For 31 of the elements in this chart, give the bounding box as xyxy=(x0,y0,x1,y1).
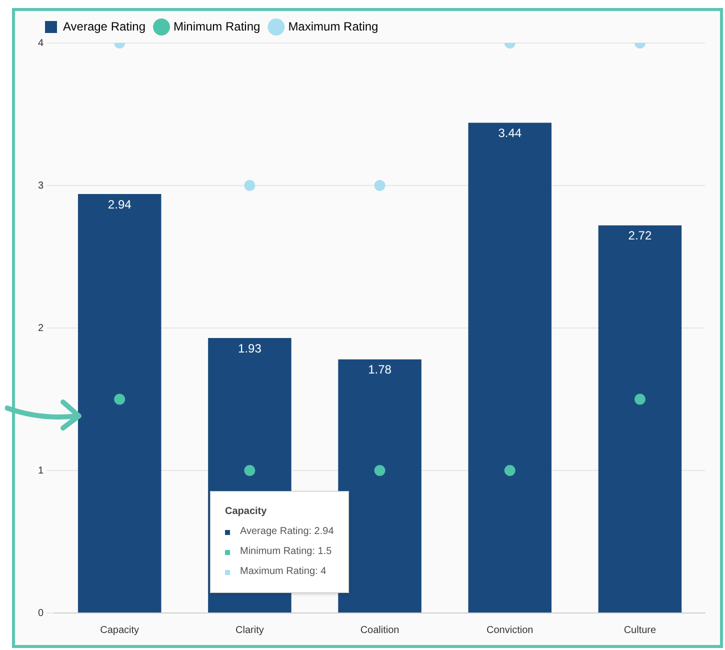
data-label: 1.93 xyxy=(238,341,262,356)
bar xyxy=(468,122,552,612)
annotation: Capacity xyxy=(225,505,268,519)
x-tick-label: Capacity xyxy=(100,624,140,636)
legend-label: Maximum Rating xyxy=(288,19,378,34)
data-label: 2.72 xyxy=(628,228,652,243)
point xyxy=(634,394,646,405)
bar xyxy=(78,194,162,612)
data-label: 1.78 xyxy=(368,362,392,377)
bar xyxy=(338,359,422,612)
data-label: 2.94 xyxy=(108,197,132,212)
annotation: Maximum Rating: 4 xyxy=(240,565,326,579)
x-tick-label: Conviction xyxy=(486,624,534,636)
y-tick-label: 2 xyxy=(38,322,44,334)
x-tick-label: Clarity xyxy=(236,624,264,636)
legend-label: Average Rating xyxy=(63,19,146,34)
x-tick-label: Culture xyxy=(624,624,657,636)
annotation: Minimum Rating: 1.5 xyxy=(240,545,332,559)
x-tick-label: Coalition xyxy=(360,624,400,636)
point xyxy=(244,465,256,476)
bar xyxy=(598,225,682,612)
y-tick-label: 3 xyxy=(38,180,44,192)
y-tick-label: 1 xyxy=(38,465,44,476)
point xyxy=(114,394,126,405)
legend-label: Minimum Rating xyxy=(174,19,260,34)
data-label: 3.44 xyxy=(498,126,522,140)
point xyxy=(374,465,386,476)
point xyxy=(504,465,516,476)
annotation: Average Rating: 2.94 xyxy=(240,525,334,539)
y-tick-label: 4 xyxy=(38,38,44,49)
y-tick-label: 0 xyxy=(38,608,44,619)
